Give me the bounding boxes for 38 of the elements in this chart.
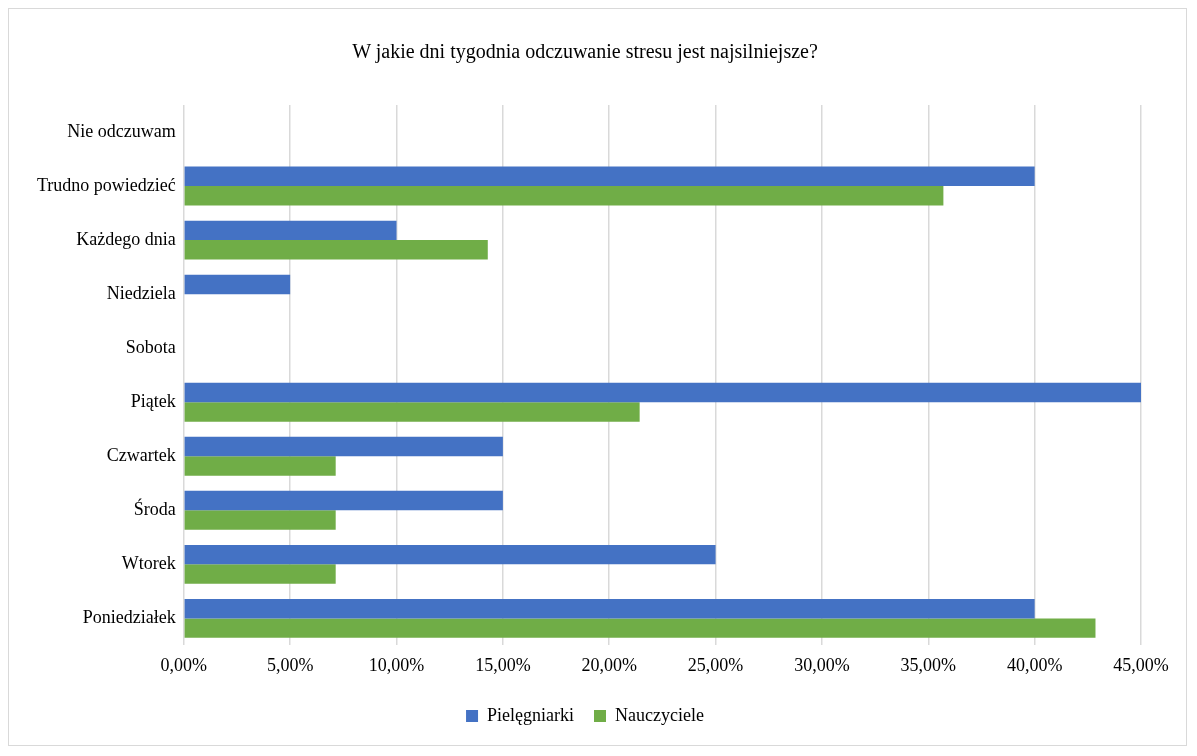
bar [184,402,640,422]
bar [184,274,291,295]
chart-title: W jakie dni tygodnia odczuwanie stresu jest najsilniejsze? [352,40,818,64]
bar [184,544,716,565]
x-tick-label: 35,00% [900,654,957,675]
x-tick-label: 40,00% [1006,654,1063,675]
bar [184,186,944,206]
bar [184,456,336,476]
y-tick-label: Piątek [130,390,176,411]
bar [184,618,1096,638]
legend-label: Pielęgniarki [487,704,575,725]
bar [184,598,1035,619]
y-tick-label: Wtorek [121,553,176,574]
y-tick-label: Nie odczuwam [67,120,176,141]
bar [184,510,336,530]
y-tick-label: Każdego dnia [76,228,176,249]
y-tick-label: Niedziela [106,282,176,303]
x-tick-label: 45,00% [1113,654,1169,675]
x-tick-label: 25,00% [687,654,744,675]
bar [184,382,1141,403]
bar [184,166,1035,187]
x-tick-label: 15,00% [475,654,531,675]
x-tick-label: 10,00% [368,654,425,675]
bar [184,436,503,457]
x-tick-label: 20,00% [581,654,637,675]
x-tick-label: 0,00% [160,654,208,675]
y-tick-label: Środa [133,498,176,520]
y-tick-label: Trudno powiedzieć [36,174,176,195]
bar [184,564,336,584]
legend-label: Nauczyciele [615,704,704,725]
x-tick-label: 30,00% [794,654,850,675]
x-tick-label: 5,00% [266,654,314,675]
bar [184,240,488,260]
y-tick-label: Czwartek [106,444,176,465]
bar [184,490,503,511]
y-tick-label: Poniedziałek [82,607,176,628]
bar [184,220,397,241]
y-tick-label: Sobota [125,336,176,357]
